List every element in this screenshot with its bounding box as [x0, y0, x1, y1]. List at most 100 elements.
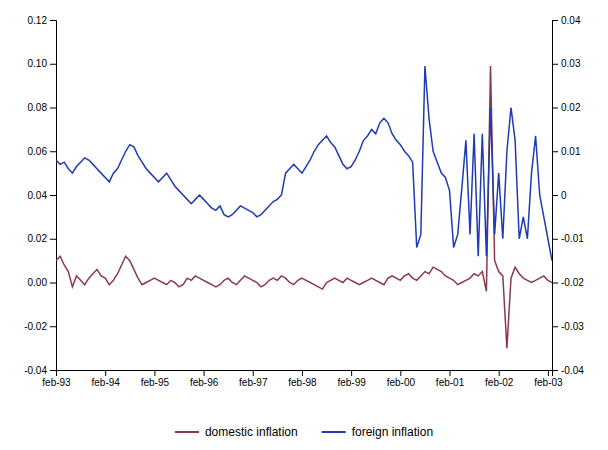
x-tick-mark — [400, 370, 401, 376]
y-tick: 0.00 — [28, 277, 56, 288]
y2-tick: 0.03 — [552, 58, 581, 69]
y-tick-mark — [50, 195, 56, 196]
y2-tick: -0.02 — [552, 277, 584, 288]
y-tick-label: 0.08 — [28, 102, 48, 113]
x-tick-label: feb-93 — [42, 377, 71, 388]
y-tick-label: 0.04 — [28, 190, 48, 201]
y-tick-label: 0.10 — [28, 58, 48, 69]
y-tick-label: 0.02 — [28, 233, 48, 244]
x-tick: feb-02 — [485, 370, 514, 388]
y2-tick-mark — [552, 108, 558, 109]
x-tick-label: feb-95 — [141, 377, 170, 388]
y2-tick-mark — [552, 20, 558, 21]
y2-tick: -0.04 — [552, 365, 584, 376]
y-tick: 0.06 — [28, 146, 56, 157]
y-tick-mark — [50, 64, 56, 65]
legend: domestic inflation foreign inflation — [175, 425, 433, 439]
x-axis: feb-93 feb-94 feb-95 feb-96 feb-97 feb-98 feb-… — [42, 370, 563, 388]
x-tick: feb-96 — [190, 370, 219, 388]
y-tick: 0.02 — [28, 233, 56, 244]
y2-tick-label: -0.04 — [561, 365, 584, 376]
legend-swatch — [322, 431, 346, 433]
x-tick-mark — [154, 370, 155, 376]
plot-area: feb-93 feb-94 feb-95 feb-96 feb-97 feb-98 feb-… — [24, 15, 584, 388]
y2-tick-label: -0.02 — [561, 277, 584, 288]
x-axis-line — [57, 371, 553, 377]
series-line — [56, 66, 552, 348]
y-tick: 0.12 — [28, 15, 56, 26]
y2-tick: -0.01 — [552, 233, 584, 244]
series-line — [56, 66, 552, 261]
x-tick: feb-98 — [288, 370, 317, 388]
y2-tick-label: 0.03 — [561, 58, 581, 69]
y-tick-mark — [50, 151, 56, 152]
y2-axis-line — [553, 21, 559, 371]
x-tick-label: feb-98 — [288, 377, 317, 388]
x-tick-label: feb-94 — [92, 377, 121, 388]
y2-tick: 0.01 — [552, 146, 581, 157]
y2-tick-mark — [552, 64, 558, 65]
x-tick-label: feb-96 — [190, 377, 219, 388]
y2-tick-label: 0.01 — [561, 146, 581, 157]
y2-tick: -0.03 — [552, 321, 584, 332]
y-tick-label: 0.06 — [28, 146, 48, 157]
y2-axis: -0.04 -0.03 -0.02 -0.01 0 0.01 0.02 0.03 0.04 — [552, 15, 584, 376]
y-tick-label: 0.00 — [28, 277, 48, 288]
y2-tick-mark — [552, 239, 558, 240]
x-tick-mark — [204, 370, 205, 376]
y-tick-mark — [50, 239, 56, 240]
legend-label: domestic inflation — [205, 425, 298, 439]
y2-tick-label: 0.04 — [561, 15, 581, 26]
x-tick-mark — [351, 370, 352, 376]
x-tick: feb-03 — [534, 370, 563, 388]
y2-tick-label: 0.02 — [561, 102, 581, 113]
y-tick-mark — [50, 326, 56, 327]
legend-item: domestic inflation — [175, 425, 298, 439]
y-tick-mark — [50, 283, 56, 284]
y2-tick-label: -0.01 — [561, 233, 584, 244]
chart-svg: feb-93 feb-94 feb-95 feb-96 feb-97 feb-98 feb-… — [0, 0, 608, 450]
legend-label: foreign inflation — [352, 425, 433, 439]
x-tick-mark — [548, 370, 549, 376]
y-axis-line — [50, 21, 57, 371]
x-tick: feb-00 — [387, 370, 416, 388]
y-tick: 0.04 — [28, 190, 56, 201]
y-tick-mark — [50, 370, 56, 371]
y2-tick-label: 0 — [561, 190, 567, 201]
x-tick: feb-95 — [141, 370, 170, 388]
x-tick-mark — [105, 370, 106, 376]
y2-tick: 0.02 — [552, 102, 581, 113]
legend-item: foreign inflation — [322, 425, 433, 439]
x-tick-label: feb-01 — [436, 377, 465, 388]
y2-tick: 0 — [552, 190, 567, 201]
y-tick-label: -0.04 — [24, 365, 47, 376]
x-tick-mark — [450, 370, 451, 376]
y2-tick: 0.04 — [552, 15, 581, 26]
x-tick: feb-94 — [92, 370, 121, 388]
y2-tick-mark — [552, 195, 558, 196]
x-tick-label: feb-00 — [387, 377, 416, 388]
x-tick-label: feb-02 — [485, 377, 514, 388]
y-axis: -0.04 -0.02 0.00 0.02 0.04 0.06 0.08 0.10 0.12 — [24, 15, 56, 376]
x-tick: feb-01 — [436, 370, 465, 388]
y-tick-mark — [50, 108, 56, 109]
x-tick-mark — [253, 370, 254, 376]
y2-tick-label: -0.03 — [561, 321, 584, 332]
x-tick-label: feb-99 — [337, 377, 366, 388]
x-tick: feb-99 — [337, 370, 366, 388]
y-tick-label: -0.02 — [24, 321, 47, 332]
y-tick-label: 0.12 — [28, 15, 48, 26]
y2-tick-mark — [552, 151, 558, 152]
y2-tick-mark — [552, 370, 558, 371]
series-group — [56, 66, 552, 348]
legend-swatch — [175, 431, 199, 433]
y-tick: 0.08 — [28, 102, 56, 113]
chart-container: feb-93 feb-94 feb-95 feb-96 feb-97 feb-98 feb-… — [0, 0, 608, 450]
y-tick: -0.02 — [24, 321, 56, 332]
y-tick: -0.04 — [24, 365, 56, 376]
x-tick-mark — [499, 370, 500, 376]
y2-tick-mark — [552, 326, 558, 327]
y-tick: 0.10 — [28, 58, 56, 69]
x-tick-label: feb-97 — [239, 377, 268, 388]
x-tick-label: feb-03 — [534, 377, 563, 388]
